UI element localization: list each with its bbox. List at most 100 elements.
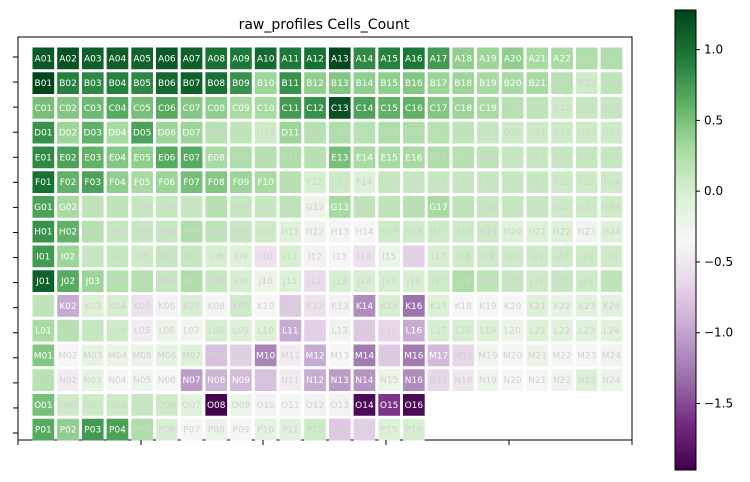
heatmap-cell: C11 xyxy=(279,97,302,119)
heatmap-cell-rect xyxy=(304,418,326,441)
heatmap-cell: L06 xyxy=(156,319,178,342)
heatmap-cell: I18 xyxy=(452,245,475,268)
heatmap-cell-rect xyxy=(328,418,351,441)
heatmap-cell: E02 xyxy=(57,146,79,169)
heatmap-cell-label: I02 xyxy=(61,252,75,262)
heatmap-cell: L03 xyxy=(81,319,104,342)
heatmap-cell: N17 xyxy=(427,369,450,391)
heatmap-cell: H07 xyxy=(180,220,203,243)
heatmap-cell-rect xyxy=(156,196,178,218)
heatmap-cell-rect xyxy=(501,97,524,119)
heatmap-cell-rect xyxy=(304,146,326,169)
heatmap-cell-label: N21 xyxy=(528,376,546,386)
heatmap-cell-label: L09 xyxy=(233,327,250,337)
heatmap-cell-rect xyxy=(131,418,153,441)
heatmap-cell-rect xyxy=(254,369,277,391)
heatmap-cell: B19 xyxy=(477,72,499,94)
heatmap-cell-rect xyxy=(526,295,549,317)
heatmap-cell-rect xyxy=(452,72,475,94)
heatmap-cell-rect xyxy=(452,146,475,169)
heatmap-cell-rect xyxy=(205,418,228,441)
heatmap-cell: I08 xyxy=(205,245,228,268)
heatmap-cell-rect xyxy=(205,295,228,317)
heatmap-cell-rect xyxy=(230,121,252,144)
heatmap-cell-label: O09 xyxy=(232,401,251,411)
heatmap-cell-rect xyxy=(279,47,302,70)
heatmap-cell: K18 xyxy=(452,295,475,317)
heatmap-cell: C24 xyxy=(600,97,623,119)
heatmap-cell: M15 xyxy=(378,344,400,367)
heatmap-cell-label: M24 xyxy=(602,351,621,361)
heatmap-cell-rect xyxy=(526,121,549,144)
heatmap-cell-rect xyxy=(304,97,326,119)
heatmap-cell-label: P06 xyxy=(158,426,175,436)
heatmap-cell-rect xyxy=(279,220,302,243)
heatmap-cell: B18 xyxy=(452,72,475,94)
heatmap-cell-label: J07 xyxy=(183,277,198,287)
heatmap-cell: B20 xyxy=(501,72,524,94)
heatmap-cell: K12 xyxy=(304,295,326,317)
heatmap-cell-label: E10 xyxy=(257,153,274,163)
heatmap-cell-rect xyxy=(378,394,400,416)
heatmap-cell-rect xyxy=(230,245,252,268)
heatmap-cell-label: I08 xyxy=(209,252,223,262)
heatmap-cell: L24 xyxy=(600,319,623,342)
heatmap-cell: K03 xyxy=(81,295,104,317)
heatmap-cell-rect xyxy=(57,72,79,94)
heatmap-cell-rect xyxy=(378,270,400,292)
heatmap-cell: C14 xyxy=(353,97,376,119)
heatmap-cell-label: J18 xyxy=(455,277,470,287)
heatmap-cell: B16 xyxy=(403,72,425,94)
heatmap-cell: B22 xyxy=(551,72,573,94)
heatmap-cell-label: P01 xyxy=(35,426,52,436)
heatmap-cell-label: A18 xyxy=(454,54,472,64)
heatmap-cell: C20 xyxy=(501,97,524,119)
heatmap-cell-rect xyxy=(452,196,475,218)
heatmap-cell: D19 xyxy=(477,121,499,144)
heatmap-cell-label: K05 xyxy=(133,302,150,312)
colorbar-tick-label: −0.5 xyxy=(704,255,733,269)
heatmap-cell-label: I10 xyxy=(259,252,273,262)
heatmap-cell-rect xyxy=(403,146,425,169)
heatmap-cell: N05 xyxy=(131,369,153,391)
heatmap-cell: N03 xyxy=(81,369,104,391)
heatmap-cell-label: J03 xyxy=(85,277,100,287)
heatmap-cell: E05 xyxy=(131,146,153,169)
heatmap-cell-label: M20 xyxy=(503,351,522,361)
heatmap-cell-label: D05 xyxy=(133,129,151,139)
heatmap-cell: E07 xyxy=(180,146,203,169)
heatmap-cell: L05 xyxy=(131,319,153,342)
heatmap-cell-label: I13 xyxy=(333,252,347,262)
heatmap-cell: F05 xyxy=(131,171,153,193)
heatmap-cell-label: E14 xyxy=(356,153,373,163)
heatmap-cell: L13 xyxy=(328,319,351,342)
heatmap-cell-label: B19 xyxy=(479,79,497,89)
heatmap-cell-rect xyxy=(477,344,499,367)
heatmap-cell: H24 xyxy=(600,220,623,243)
heatmap-cell-label: C06 xyxy=(158,104,176,114)
heatmap-cell-rect xyxy=(328,72,351,94)
heatmap-cell: J19 xyxy=(477,270,499,292)
heatmap-cell: G04 xyxy=(106,196,129,218)
heatmap-cell-label: J11 xyxy=(282,277,297,287)
heatmap-cell-rect xyxy=(254,97,277,119)
heatmap-cell-rect xyxy=(131,394,153,416)
heatmap-cell-rect xyxy=(477,245,499,268)
heatmap-cell-label: E03 xyxy=(84,153,101,163)
heatmap-cell-rect xyxy=(551,319,573,342)
heatmap-cell-rect xyxy=(328,295,351,317)
heatmap-cell-rect xyxy=(254,295,277,317)
heatmap-cell-label: A01 xyxy=(35,54,53,64)
heatmap-cell-label: K08 xyxy=(208,302,226,312)
heatmap-cell: N16 xyxy=(403,369,425,391)
heatmap-cell-label: A09 xyxy=(232,54,250,64)
heatmap-cell-label: A02 xyxy=(59,54,77,64)
heatmap-cell: D06 xyxy=(156,121,178,144)
heatmap-cell-label: G19 xyxy=(479,203,498,213)
heatmap-cell-label: H20 xyxy=(504,228,522,238)
heatmap-cell: F24 xyxy=(600,171,623,193)
heatmap-cell: D11 xyxy=(279,121,302,144)
heatmap-cell-label: F06 xyxy=(159,178,176,188)
heatmap-cell: G01 xyxy=(32,196,55,218)
heatmap-cell: H16 xyxy=(403,220,425,243)
